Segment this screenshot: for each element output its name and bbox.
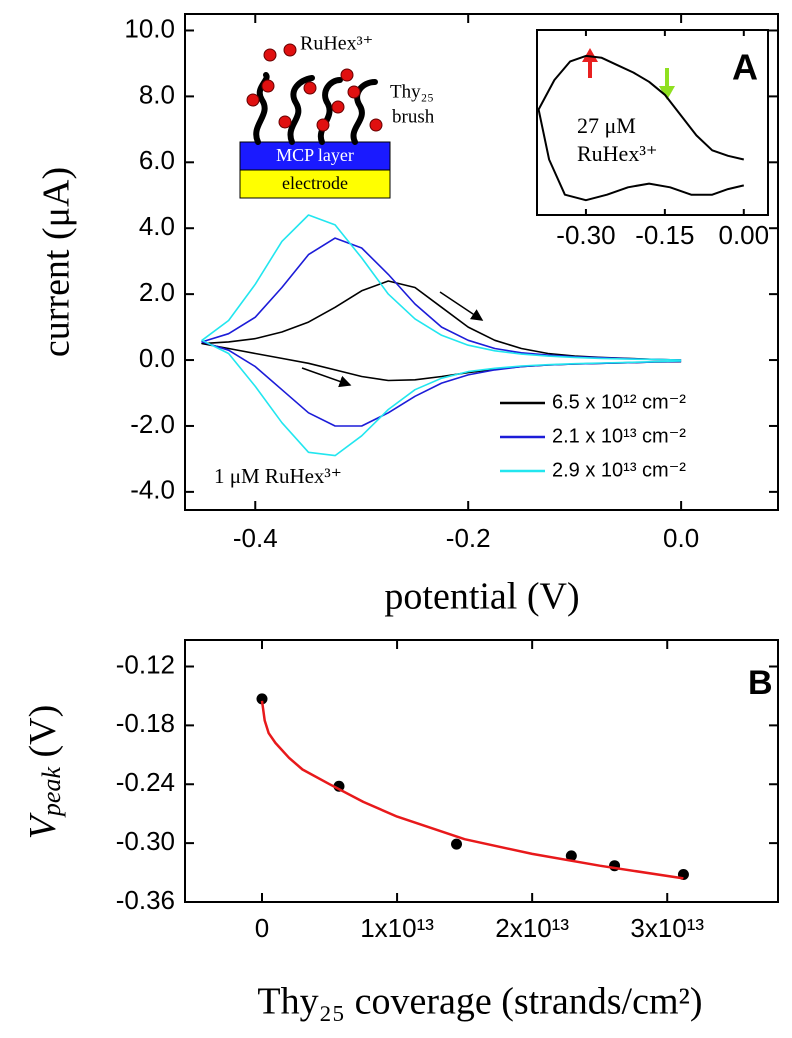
y-tick-label: -0.24 <box>116 767 175 797</box>
y-tick-label: 8.0 <box>139 79 175 109</box>
y-tick-label: -0.18 <box>116 708 175 738</box>
brush-strands <box>253 72 378 145</box>
annotation: 1 μM RuHex³⁺ <box>214 464 342 488</box>
y-tick-label: -4.0 <box>130 475 175 505</box>
y-tick-label: 6.0 <box>139 145 175 175</box>
data-point <box>451 838 463 850</box>
data-line <box>201 214 682 457</box>
y-tick-label: 10.0 <box>124 13 175 43</box>
y-label-sub: peak <box>37 767 66 819</box>
y-tick-label: 2.0 <box>139 277 175 307</box>
ions <box>246 43 383 132</box>
schematic-label: electrode <box>282 173 348 193</box>
y-tick-label: -0.36 <box>116 885 175 915</box>
schematic-label: RuHex³⁺ <box>300 33 373 55</box>
mcp-block <box>239 141 391 171</box>
schematic-label: Thy₂₅ <box>390 81 434 102</box>
data-point <box>256 693 268 705</box>
x-tick-label: 2x10¹³ <box>495 913 569 943</box>
annotation: RuHex³⁺ <box>577 141 658 166</box>
x-tick-label: -0.2 <box>446 523 491 553</box>
y-tick-label: -2.0 <box>130 409 175 439</box>
x-axis-label: Thy₂₅ coverage (strands/cm²) <box>257 981 702 1023</box>
x-tick-label: 0 <box>255 913 269 943</box>
y-tick-label: 0.0 <box>139 343 175 373</box>
peak-arrow <box>582 48 598 62</box>
x-tick-label: 1x10¹³ <box>360 913 434 943</box>
y-label-main: V <box>22 812 64 839</box>
x-tick-label: -0.15 <box>635 220 694 250</box>
sweep-arrow <box>301 367 352 388</box>
x-tick-label: -0.30 <box>556 220 615 250</box>
schematic-label: MCP layer <box>276 145 354 165</box>
y-axis-label: Vpeak (V) <box>22 705 66 840</box>
y-label-unit: (V) <box>22 705 64 767</box>
x-axis-label: potential (V) <box>384 576 579 618</box>
x-tick-label: 3x10¹³ <box>630 913 704 943</box>
y-tick-label: 4.0 <box>139 211 175 241</box>
x-tick-label: 0.00 <box>718 220 769 250</box>
schematic-label: brush <box>392 106 435 127</box>
y-tick-label: -0.12 <box>116 649 175 679</box>
sweep-arrow <box>439 291 484 321</box>
plot-frame <box>184 639 779 903</box>
x-tick-label: -0.4 <box>233 523 278 553</box>
legend-label: 2.9 x 10¹³ cm⁻² <box>552 459 686 481</box>
plot-frame <box>184 13 779 511</box>
annotation: 27 μM <box>577 113 636 138</box>
y-tick-label: -0.30 <box>116 826 175 856</box>
y-axis-label: current (μA) <box>36 167 78 357</box>
data-point <box>565 850 577 862</box>
panel-label: A <box>732 47 758 88</box>
schematic: MCP layer electrode RuHex³⁺ Thy₂₅ brush <box>239 33 435 199</box>
legend-label: 2.1 x 10¹³ cm⁻² <box>552 425 686 447</box>
shoulder-arrow <box>659 86 675 100</box>
data-line <box>537 54 745 202</box>
panel-label: B <box>748 664 773 702</box>
data-line <box>260 700 684 880</box>
x-tick-label: 0.0 <box>663 523 699 553</box>
legend-label: 6.5 x 10¹² cm⁻² <box>552 391 686 413</box>
